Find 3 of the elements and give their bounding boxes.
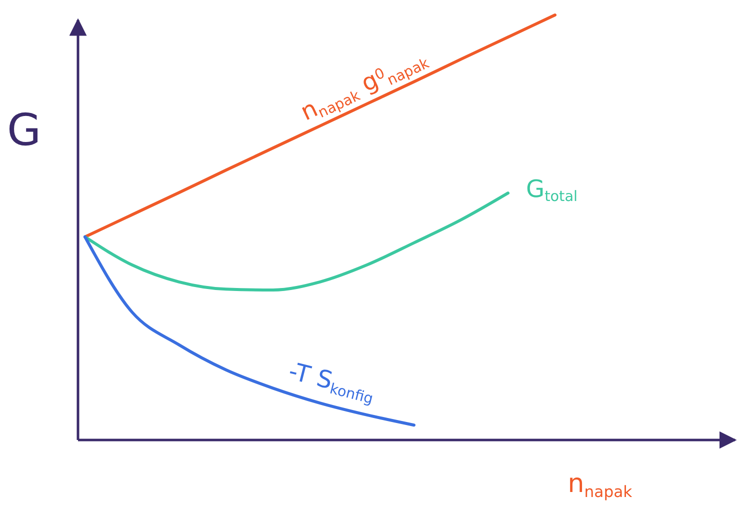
y-axis-title: G: [6, 105, 42, 156]
x-axis-title: n$_{napak}$: [568, 469, 632, 501]
series-label: G$_{total}$: [526, 175, 578, 206]
